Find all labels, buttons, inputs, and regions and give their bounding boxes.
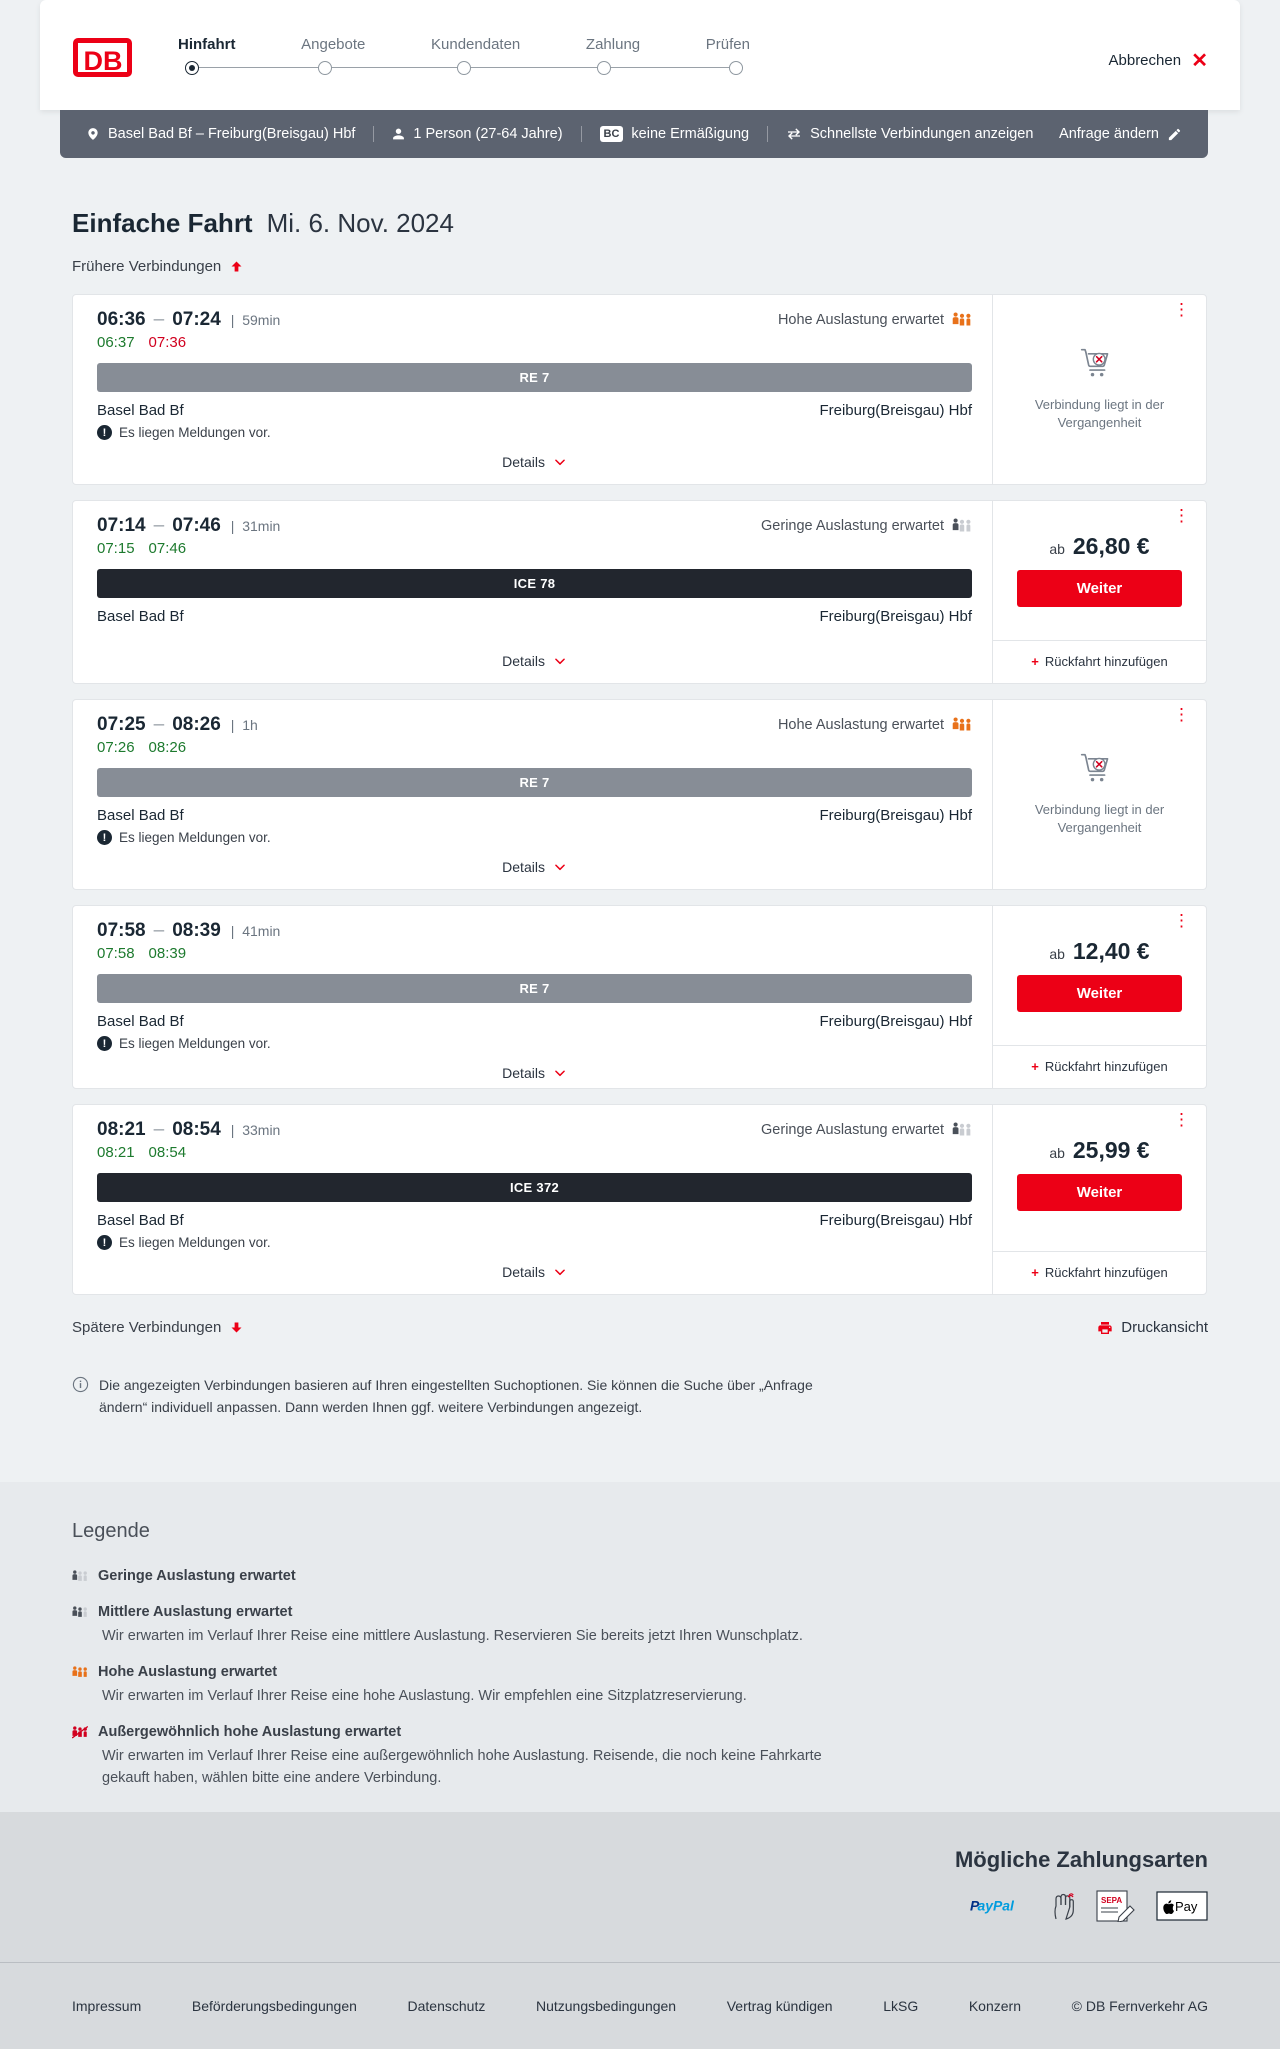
svg-text:ayPal: ayPal [978,1898,1015,1914]
svg-text:DB: DB [84,46,123,76]
svg-text:SEPA: SEPA [1101,1896,1122,1905]
svg-text:Pay: Pay [1175,1899,1198,1914]
